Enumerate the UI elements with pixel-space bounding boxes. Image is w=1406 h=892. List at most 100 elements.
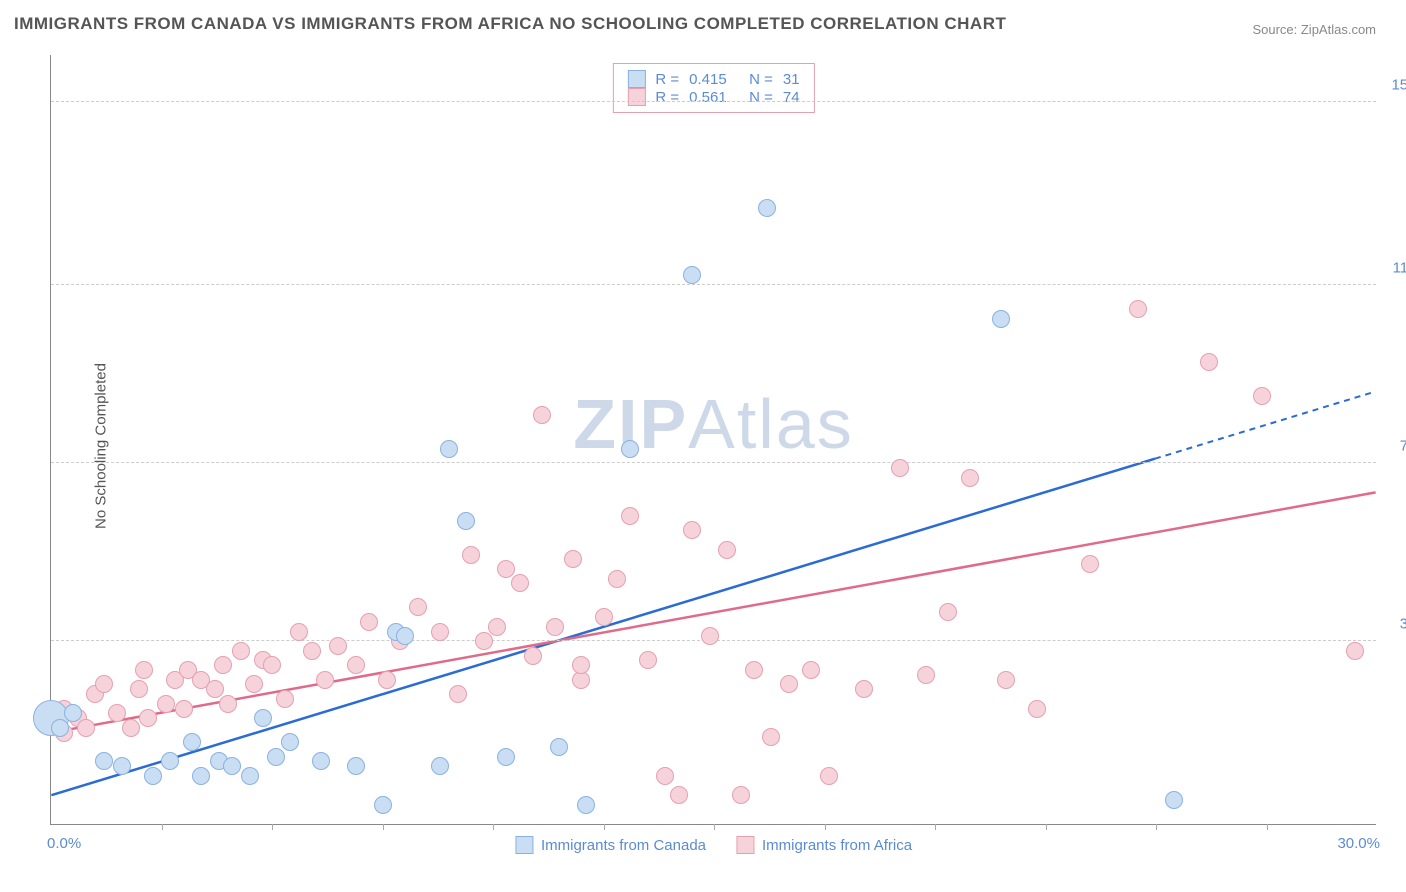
data-point <box>254 709 272 727</box>
data-point <box>214 656 232 674</box>
source-label: Source: ZipAtlas.com <box>1252 22 1376 37</box>
data-point <box>802 661 820 679</box>
data-point <box>290 623 308 641</box>
data-point <box>683 521 701 539</box>
data-point <box>550 738 568 756</box>
data-point <box>51 719 69 737</box>
data-point <box>1200 353 1218 371</box>
data-point <box>917 666 935 684</box>
data-point <box>378 671 396 689</box>
legend-swatch <box>627 70 645 88</box>
n-value: 31 <box>783 71 800 88</box>
data-point <box>1081 555 1099 573</box>
data-point <box>1346 642 1364 660</box>
x-tick <box>604 824 605 830</box>
chart-title: IMMIGRANTS FROM CANADA VS IMMIGRANTS FRO… <box>14 14 1006 34</box>
data-point <box>113 757 131 775</box>
data-point <box>108 704 126 722</box>
trend-line <box>51 459 1155 795</box>
data-point <box>488 618 506 636</box>
y-tick-label: 15.0% <box>1391 77 1406 94</box>
series-legend: Immigrants from CanadaImmigrants from Af… <box>515 836 912 854</box>
data-point <box>475 632 493 650</box>
data-point <box>718 541 736 559</box>
x-axis-max-label: 30.0% <box>1337 835 1380 852</box>
data-point <box>462 546 480 564</box>
data-point <box>95 675 113 693</box>
data-point <box>360 613 378 631</box>
data-point <box>130 680 148 698</box>
legend-swatch <box>736 836 754 854</box>
n-value: 74 <box>783 89 800 106</box>
data-point <box>732 786 750 804</box>
data-point <box>595 608 613 626</box>
data-point <box>855 680 873 698</box>
data-point <box>139 709 157 727</box>
legend-swatch <box>515 836 533 854</box>
data-point <box>303 642 321 660</box>
data-point <box>670 786 688 804</box>
data-point <box>232 642 250 660</box>
data-point <box>267 748 285 766</box>
data-point <box>1028 700 1046 718</box>
y-tick-label: 7.5% <box>1400 438 1406 455</box>
data-point <box>64 704 82 722</box>
data-point <box>939 603 957 621</box>
data-point <box>263 656 281 674</box>
y-tick-label: 11.2% <box>1393 260 1406 277</box>
data-point <box>223 757 241 775</box>
r-value: 0.561 <box>689 89 739 106</box>
data-point <box>961 469 979 487</box>
data-point <box>621 507 639 525</box>
data-point <box>440 440 458 458</box>
data-point <box>374 796 392 814</box>
data-point <box>77 719 95 737</box>
data-point <box>758 199 776 217</box>
data-point <box>745 661 763 679</box>
data-point <box>281 733 299 751</box>
trend-line <box>51 492 1375 732</box>
data-point <box>157 695 175 713</box>
watermark-atlas: Atlas <box>688 385 854 463</box>
data-point <box>347 757 365 775</box>
data-point <box>431 757 449 775</box>
data-point <box>533 406 551 424</box>
data-point <box>396 627 414 645</box>
data-point <box>175 700 193 718</box>
legend-label: Immigrants from Africa <box>762 837 912 854</box>
x-tick <box>272 824 273 830</box>
data-point <box>497 748 515 766</box>
correlation-legend: R =0.415N =31R =0.561N =74 <box>612 63 814 113</box>
data-point <box>161 752 179 770</box>
gridline-h <box>51 462 1376 463</box>
data-point <box>347 656 365 674</box>
data-point <box>1129 300 1147 318</box>
data-point <box>564 550 582 568</box>
chart-container: IMMIGRANTS FROM CANADA VS IMMIGRANTS FRO… <box>0 0 1406 892</box>
x-tick <box>493 824 494 830</box>
data-point <box>780 675 798 693</box>
x-tick <box>714 824 715 830</box>
x-axis-min-label: 0.0% <box>47 835 81 852</box>
data-point <box>241 767 259 785</box>
n-label: N = <box>749 71 773 88</box>
data-point <box>206 680 224 698</box>
x-tick <box>935 824 936 830</box>
r-label: R = <box>655 89 679 106</box>
data-point <box>497 560 515 578</box>
legend-row: R =0.561N =74 <box>627 88 799 106</box>
data-point <box>820 767 838 785</box>
data-point <box>608 570 626 588</box>
r-value: 0.415 <box>689 71 739 88</box>
data-point <box>329 637 347 655</box>
trend-lines-layer <box>51 55 1376 824</box>
data-point <box>997 671 1015 689</box>
x-tick <box>1046 824 1047 830</box>
data-point <box>1165 791 1183 809</box>
data-point <box>762 728 780 746</box>
data-point <box>656 767 674 785</box>
data-point <box>245 675 263 693</box>
data-point <box>457 512 475 530</box>
data-point <box>144 767 162 785</box>
data-point <box>431 623 449 641</box>
